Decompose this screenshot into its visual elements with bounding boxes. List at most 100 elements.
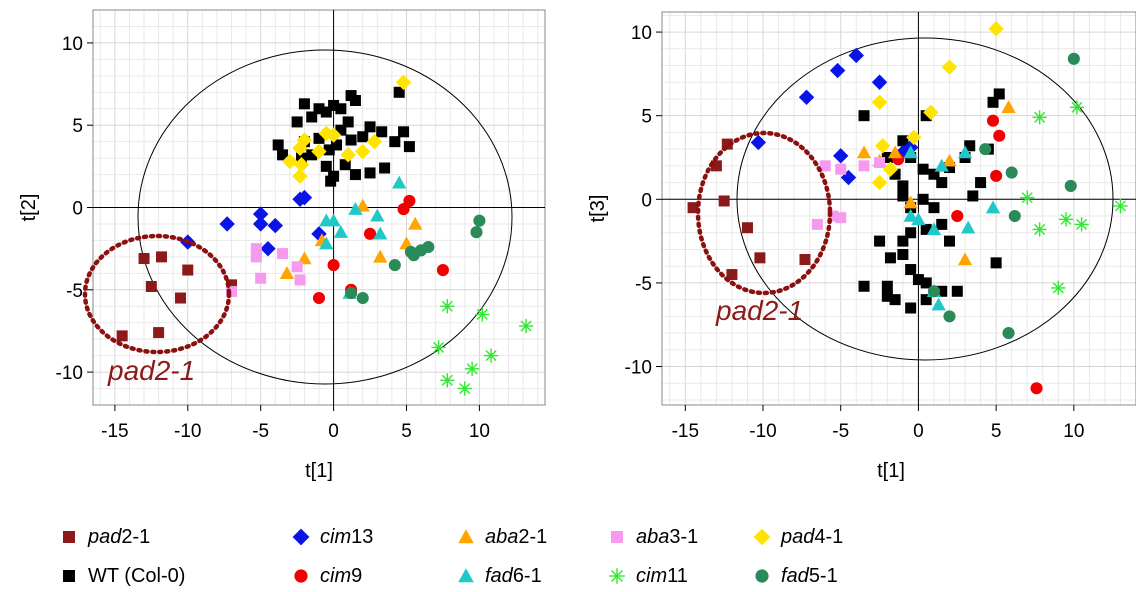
y-tick-label: 5: [641, 107, 652, 128]
point-cim9: [312, 291, 326, 305]
legend-label: pad4-1: [781, 525, 844, 548]
point-aba3-1: [835, 212, 847, 224]
x-axis-label: t[1]: [305, 460, 333, 482]
legend-item-pad4-1: pad4-1: [751, 523, 843, 551]
x-tick-label: 5: [991, 421, 1002, 442]
point-pad4-1: [988, 21, 1004, 37]
point-aba3-1: [226, 285, 238, 297]
point-wt-col-0-: [291, 116, 303, 128]
legend-symbol: [458, 529, 474, 544]
point-pad4-1: [282, 153, 298, 170]
point-wt-col-0-: [323, 144, 335, 156]
point-aba3-1: [250, 243, 262, 255]
point-pad2-1: [721, 138, 733, 150]
point-wt-col-0-: [313, 103, 325, 115]
point-cim11: [475, 307, 490, 322]
point-pad4-1: [906, 129, 922, 146]
point-aba2-1: [1001, 100, 1016, 114]
point-wt-col-0-: [905, 302, 917, 314]
legend: pad2-1 WT (Col-0) cim13 cim9 aba2-1 fad6-1 aba…: [0, 515, 1136, 592]
point-wt-col-0-: [928, 202, 940, 214]
point-wt-col-0-: [897, 235, 909, 247]
point-cim13: [750, 134, 767, 151]
point-cim9: [436, 263, 449, 277]
point-wt-col-0-: [917, 163, 929, 175]
point-pad2-1: [687, 202, 699, 214]
point-fad6-1: [326, 213, 341, 227]
point-cim13: [267, 217, 283, 234]
point-fad6-1: [373, 226, 388, 240]
point-wt-col-0-: [936, 177, 948, 189]
point-aba3-1: [874, 157, 886, 169]
pad2-1-highlight-ellipse: [695, 130, 833, 296]
point-wt-col-0-: [975, 177, 987, 189]
point-cim11: [483, 348, 499, 363]
point-wt-col-0-: [339, 159, 351, 171]
point-wt-col-0-: [920, 223, 932, 235]
point-cim11: [1032, 110, 1047, 125]
score-plot-2: -15 -10 -5 0 5 10 -10 -5 0 5 10 t[1] t[3] pad2-1: [587, 11, 1136, 482]
point-fad5-1: [1008, 209, 1021, 223]
score-plot-1: -15 -10 -5 0 5 10 -10 -5 0 5 10 t[1] t[2] pad2-1: [18, 9, 546, 482]
point-wt-col-0-: [897, 248, 909, 260]
point-wt-col-0-: [920, 294, 932, 306]
point-fad5-1: [473, 214, 486, 227]
point-fad6-1: [348, 201, 363, 215]
x-tick-label: -15: [101, 421, 128, 442]
point-wt-col-0-: [917, 193, 929, 205]
point-pad4-1: [340, 147, 356, 163]
point-wt-col-0-: [905, 227, 917, 239]
legend-marker-icon: [609, 568, 625, 584]
legend-symbol: [292, 528, 310, 546]
point-cim13: [829, 62, 846, 79]
legend-marker-icon: [458, 529, 474, 544]
x-axis-label: t[1]: [877, 460, 905, 482]
point-cim11: [457, 381, 472, 396]
legend-label: cim11: [636, 564, 688, 587]
y-tick-label: 5: [72, 116, 83, 137]
point-wt-col-0-: [881, 290, 893, 302]
point-aba3-1: [250, 251, 262, 263]
point-cim11: [1032, 222, 1047, 237]
point-wt-col-0-: [858, 280, 870, 292]
point-aba3-1: [827, 210, 839, 222]
point-wt-col-0-: [313, 132, 325, 144]
point-wt-col-0-: [897, 180, 909, 192]
point-fad6-1: [961, 220, 976, 234]
y-tick-label: -10: [56, 363, 83, 384]
point-pad2-1: [174, 292, 186, 304]
point-fad5-1: [345, 287, 358, 300]
point-wt-col-0-: [330, 139, 342, 151]
point-pad4-1: [941, 59, 958, 75]
point-aba3-1: [835, 163, 847, 175]
legend-symbol: [294, 569, 308, 583]
x-tick-label: -5: [252, 421, 269, 442]
point-pad4-1: [292, 168, 308, 184]
point-wt-col-0-: [967, 190, 979, 202]
point-pad4-1: [355, 143, 371, 160]
hotelling-ellipse: [736, 37, 1114, 361]
point-wt-col-0-: [897, 190, 909, 202]
point-wt-col-0-: [944, 162, 956, 174]
point-wt-col-0-: [884, 252, 896, 264]
point-wt-col-0-: [306, 149, 318, 161]
legend-marker-icon: [294, 569, 308, 583]
legend-symbol: [609, 568, 625, 584]
point-aba3-1: [858, 160, 870, 172]
legend-marker-icon: [292, 528, 310, 546]
point-wt-col-0-: [335, 124, 347, 136]
point-aba2-1: [942, 153, 957, 167]
point-aba2-1: [279, 266, 295, 280]
legend-label: cim9: [320, 564, 363, 587]
point-cim9: [363, 227, 377, 240]
point-wt-col-0-: [889, 168, 901, 180]
point-wt-col-0-: [874, 235, 886, 247]
point-pad4-1: [882, 161, 899, 177]
point-pad4-1: [293, 157, 310, 173]
legend-item-fad6-1: fad6-1: [455, 562, 542, 590]
point-wt-col-0-: [905, 264, 917, 276]
point-cim11: [518, 318, 534, 334]
point-wt-col-0-: [944, 235, 956, 247]
point-fad6-1: [934, 158, 949, 172]
